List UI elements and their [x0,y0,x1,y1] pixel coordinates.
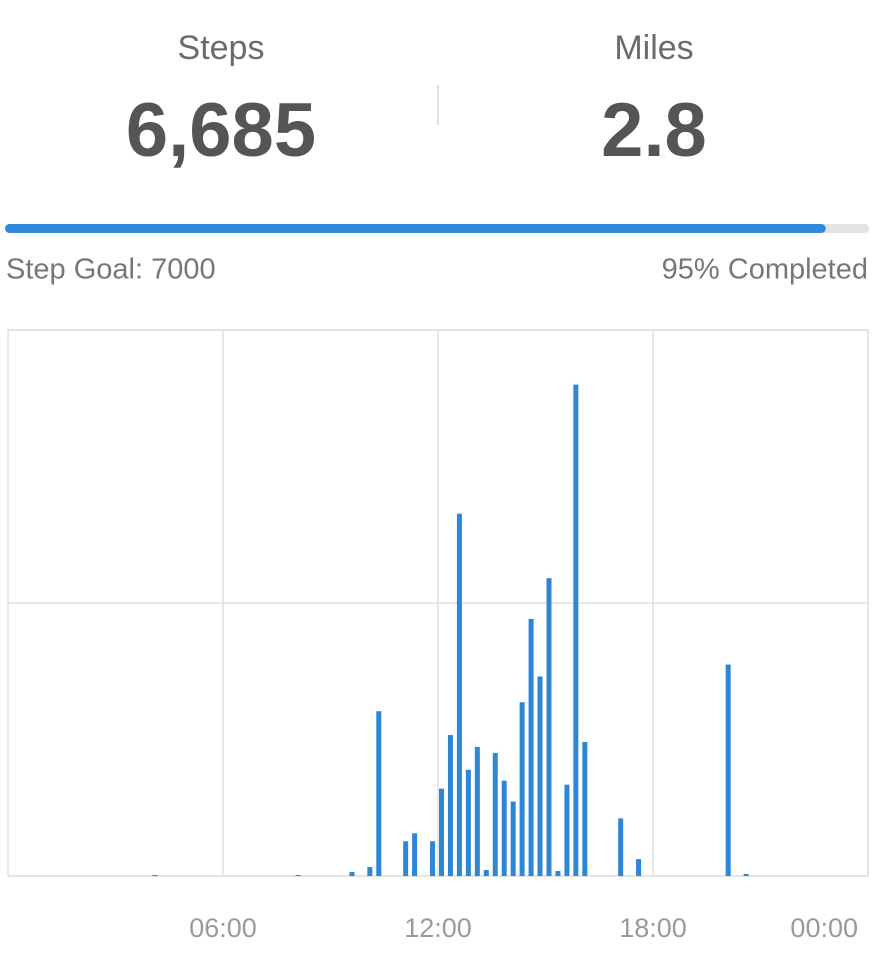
bar [573,384,579,876]
bar [376,711,382,876]
x-tick-label: 00:00 [790,913,858,943]
bar [403,841,409,876]
bar [456,513,462,876]
bar [492,752,498,876]
completed-label: 95% Completed [662,254,868,286]
bar [483,870,489,876]
steps-label: Steps [178,29,265,67]
bar [465,769,471,876]
bar [412,833,418,876]
bar [636,859,642,876]
bar [367,867,373,876]
bar [501,780,507,876]
bar [618,818,624,876]
bar [725,664,731,876]
bar [510,801,516,876]
bar [528,618,534,876]
miles-value: 2.8 [601,88,707,173]
steps-value: 6,685 [126,88,316,173]
progress-fill [5,224,826,233]
bar [474,746,480,876]
bar [430,841,436,876]
goal-label: Step Goal: 7000 [6,254,216,286]
bar [439,788,444,876]
bar [555,871,561,876]
x-tick-label: 06:00 [189,913,257,943]
bar [349,872,355,876]
bar [295,875,301,877]
miles-label: Miles [614,29,693,67]
x-tick-label: 18:00 [619,913,687,943]
bar [152,875,158,877]
bar [582,741,588,876]
x-tick-label: 12:00 [404,913,472,943]
bar [519,702,525,876]
bar [447,735,453,876]
bar [537,676,543,876]
bar [743,874,749,876]
bar [546,578,552,876]
bar [564,784,570,876]
